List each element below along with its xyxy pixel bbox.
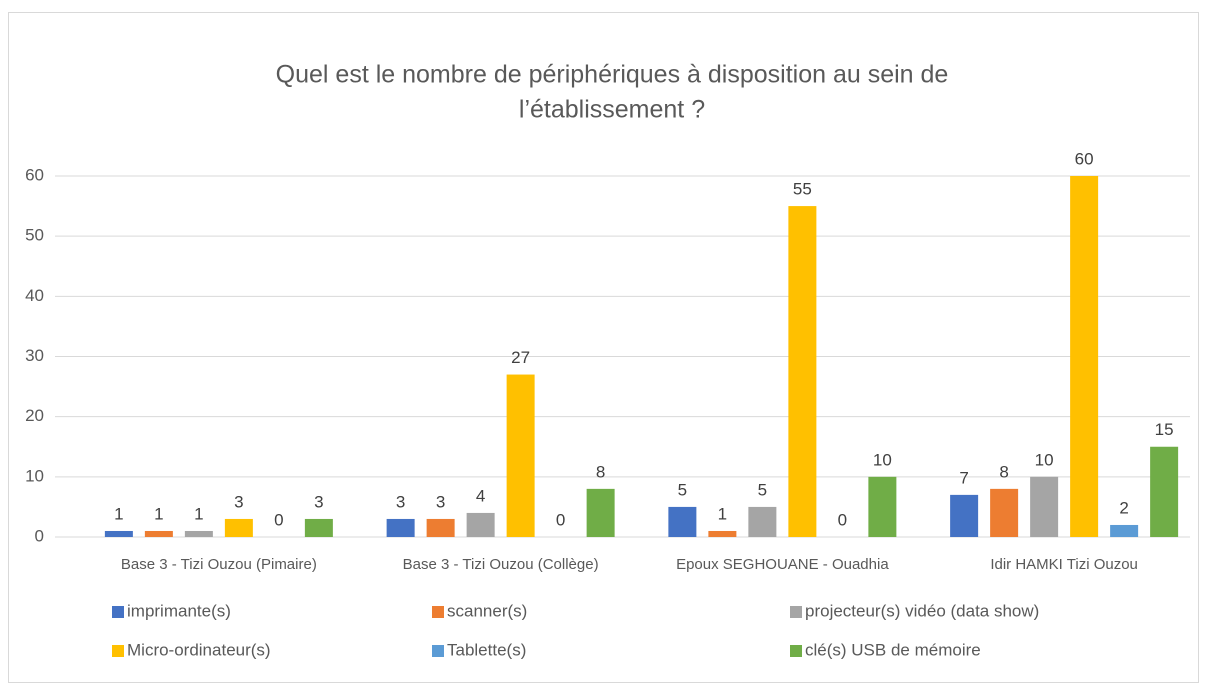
y-tick-label: 20 bbox=[25, 406, 44, 425]
data-label: 0 bbox=[838, 510, 847, 529]
legend-swatch bbox=[112, 606, 124, 618]
bar bbox=[586, 488, 615, 537]
data-label: 2 bbox=[1119, 498, 1128, 517]
legend-label: clé(s) USB de mémoire bbox=[805, 640, 981, 659]
data-label: 3 bbox=[396, 492, 405, 511]
chart-title: l’établissement ? bbox=[519, 96, 705, 124]
bar bbox=[386, 518, 415, 537]
bar bbox=[1070, 176, 1099, 537]
data-label: 3 bbox=[436, 492, 445, 511]
x-tick-label: Base 3 - Tizi Ouzou (Pimaire) bbox=[121, 556, 317, 573]
legend-label: projecteur(s) vidéo (data show) bbox=[805, 601, 1039, 620]
y-tick-label: 10 bbox=[25, 466, 44, 485]
data-label: 5 bbox=[678, 480, 687, 499]
data-label: 4 bbox=[476, 486, 485, 505]
data-label: 7 bbox=[959, 468, 968, 487]
y-tick-label: 50 bbox=[25, 226, 44, 245]
bar bbox=[990, 488, 1019, 537]
bar bbox=[1150, 446, 1179, 537]
bar bbox=[748, 506, 777, 537]
data-label: 0 bbox=[274, 510, 283, 529]
data-label: 0 bbox=[556, 510, 565, 529]
bar bbox=[950, 494, 979, 537]
data-label: 10 bbox=[1035, 450, 1054, 469]
data-label: 1 bbox=[194, 504, 203, 523]
legend-label: imprimante(s) bbox=[127, 601, 231, 620]
data-label: 55 bbox=[793, 180, 812, 199]
bar bbox=[426, 518, 455, 537]
legend-label: scanner(s) bbox=[447, 601, 527, 620]
data-label: 15 bbox=[1155, 420, 1174, 439]
bar bbox=[868, 476, 897, 537]
data-label: 60 bbox=[1075, 149, 1094, 168]
data-label: 1 bbox=[114, 504, 123, 523]
legend-swatch bbox=[432, 645, 444, 657]
y-tick-label: 0 bbox=[35, 526, 44, 545]
bar bbox=[668, 506, 697, 537]
bar bbox=[506, 374, 535, 537]
data-label: 1 bbox=[718, 504, 727, 523]
bar bbox=[1110, 524, 1139, 537]
data-label: 10 bbox=[873, 450, 892, 469]
y-tick-label: 40 bbox=[25, 286, 44, 305]
bar bbox=[304, 518, 333, 537]
bar bbox=[708, 530, 737, 537]
legend-label: Tablette(s) bbox=[447, 640, 526, 659]
y-tick-label: 60 bbox=[25, 165, 44, 184]
legend-label: Micro-ordinateur(s) bbox=[127, 640, 271, 659]
data-label: 5 bbox=[758, 480, 767, 499]
data-label: 8 bbox=[596, 462, 605, 481]
bar bbox=[1030, 476, 1059, 537]
data-label: 8 bbox=[999, 462, 1008, 481]
data-label: 3 bbox=[234, 492, 243, 511]
legend-swatch bbox=[112, 645, 124, 657]
chart-border bbox=[8, 12, 1199, 683]
x-tick-label: Base 3 - Tizi Ouzou (Collège) bbox=[403, 556, 599, 573]
data-label: 1 bbox=[154, 504, 163, 523]
data-label: 3 bbox=[314, 492, 323, 511]
x-tick-label: Epoux SEGHOUANE - Ouadhia bbox=[676, 556, 889, 573]
bar bbox=[144, 530, 173, 537]
legend-swatch bbox=[790, 606, 802, 618]
y-tick-label: 30 bbox=[25, 346, 44, 365]
bar bbox=[788, 206, 817, 538]
data-label: 27 bbox=[511, 348, 530, 367]
bar bbox=[224, 518, 253, 537]
x-tick-label: Idir HAMKI Tizi Ouzou bbox=[990, 556, 1138, 573]
legend-swatch bbox=[790, 645, 802, 657]
bar bbox=[466, 512, 495, 537]
bar bbox=[184, 530, 213, 537]
chart-title: Quel est le nombre de périphériques à di… bbox=[276, 61, 949, 89]
bar bbox=[104, 530, 133, 537]
legend-swatch bbox=[432, 606, 444, 618]
